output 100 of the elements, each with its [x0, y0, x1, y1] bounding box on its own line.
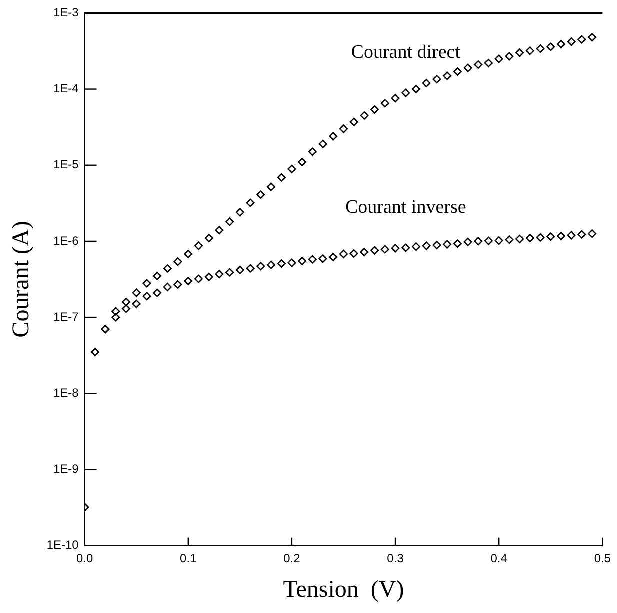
point [277, 259, 286, 268]
point [153, 272, 162, 280]
point [226, 268, 234, 277]
point [536, 44, 545, 54]
point [505, 52, 514, 61]
x-tick-label: 0.3 [387, 551, 404, 566]
point [226, 218, 234, 226]
point [370, 105, 380, 114]
point [194, 242, 203, 250]
point [132, 300, 141, 308]
x-tick-label: 0.5 [594, 551, 612, 566]
point [412, 242, 420, 252]
y-tick-label: 1E-8 [53, 386, 80, 400]
point [350, 118, 358, 126]
point [132, 288, 141, 298]
point [402, 244, 410, 252]
point [494, 236, 504, 246]
point [339, 250, 348, 258]
point [350, 249, 358, 258]
point [246, 198, 255, 208]
point [484, 236, 493, 246]
point [298, 158, 307, 166]
x-tick-label: 0.0 [76, 551, 94, 566]
point [288, 258, 296, 268]
point [184, 276, 193, 286]
point [494, 54, 504, 64]
point [464, 64, 472, 72]
y-tick-label: 1E-3 [53, 6, 80, 20]
point [546, 42, 556, 52]
point [422, 242, 431, 250]
point [122, 298, 130, 306]
point [453, 240, 462, 248]
x-axis-title: Tension (V) [283, 576, 404, 603]
x-tick-label: 0.4 [490, 551, 508, 566]
point [484, 58, 493, 68]
point [588, 230, 597, 238]
point [578, 230, 586, 239]
point [567, 231, 576, 240]
point [163, 264, 172, 273]
point [318, 254, 328, 264]
point [474, 237, 483, 246]
x-tick-label: 0.2 [284, 551, 301, 566]
point [556, 232, 566, 241]
y-axis-title: Courant (A) [8, 221, 35, 338]
point [277, 173, 286, 182]
point [204, 234, 214, 243]
point [256, 262, 266, 271]
point [464, 238, 472, 246]
point [578, 35, 586, 44]
point [526, 46, 534, 56]
point [204, 272, 214, 282]
series-label: Courant direct [351, 42, 462, 64]
point [318, 140, 328, 148]
point [256, 190, 266, 200]
point [588, 33, 597, 42]
point [360, 111, 369, 120]
point [266, 182, 276, 192]
y-tick-label: 1E-4 [53, 82, 80, 96]
y-tick-label: 1E-6 [53, 234, 80, 248]
point [246, 264, 255, 273]
point [298, 256, 307, 266]
point [236, 266, 244, 274]
point [142, 292, 152, 301]
point [112, 313, 120, 322]
y-tick-label: 1E-5 [53, 158, 80, 172]
point [443, 72, 452, 80]
point [443, 240, 452, 249]
point [153, 288, 162, 298]
y-tick-label: 1E-9 [53, 462, 80, 476]
series-label: Courant inverse [345, 197, 466, 218]
point [339, 124, 348, 134]
point [184, 250, 193, 258]
point [329, 132, 338, 141]
point [122, 304, 130, 314]
point [380, 99, 390, 108]
point [112, 307, 120, 316]
point [236, 208, 244, 217]
point [215, 270, 224, 279]
point [215, 226, 224, 235]
point [453, 68, 462, 76]
point [308, 148, 317, 156]
point [536, 233, 545, 242]
y-tick-label: 1E-7 [53, 310, 80, 324]
point [402, 88, 410, 98]
point [194, 274, 203, 284]
point [432, 241, 442, 250]
point [391, 244, 400, 253]
point [142, 279, 152, 288]
point [380, 245, 390, 254]
point [370, 246, 380, 255]
point [266, 260, 276, 270]
x-tick-label: 0.1 [180, 551, 198, 566]
point [163, 283, 172, 292]
point [505, 236, 514, 244]
point [516, 234, 524, 244]
point [360, 248, 369, 257]
point [432, 75, 442, 84]
point [329, 253, 338, 262]
point [546, 232, 556, 242]
y-tick-label: 1E-10 [46, 538, 80, 552]
